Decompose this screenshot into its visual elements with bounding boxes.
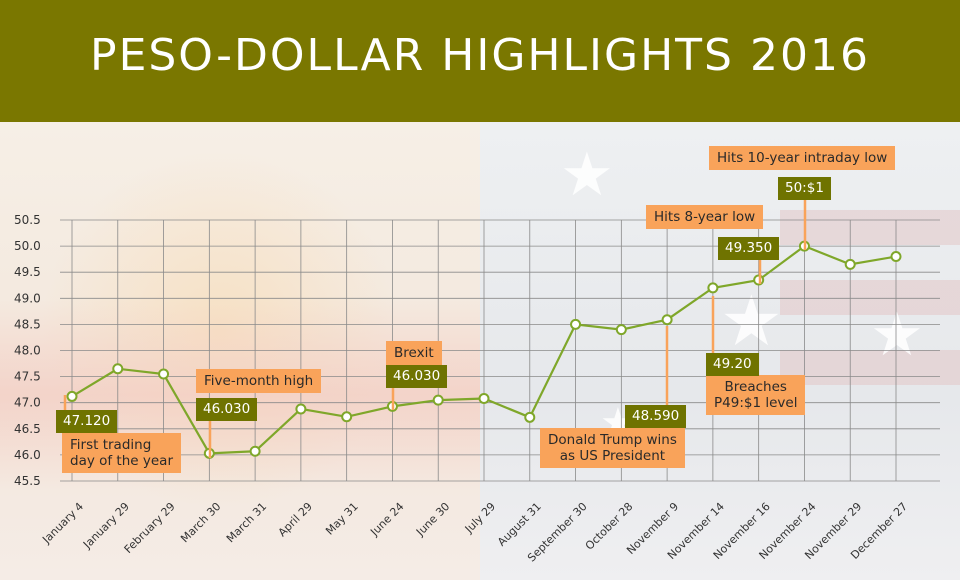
annotation-line: Hits 10-year intraday low	[717, 150, 888, 166]
annotation-label: Five-month high	[196, 369, 322, 393]
annotation-value: 48.590	[625, 405, 687, 428]
data-point	[570, 318, 582, 330]
y-tick-label: 46.5	[14, 422, 41, 436]
x-tick-label: March 31	[224, 500, 269, 545]
annotation-value: 49.20	[706, 353, 759, 376]
data-point	[890, 251, 902, 263]
y-tick-label: 46.0	[14, 448, 41, 462]
annotation-line: P49:$1 level	[714, 395, 798, 411]
y-tick-label: 50.0	[14, 239, 41, 253]
title-band: PESO-DOLLAR HIGHLIGHTS 2016	[0, 0, 960, 122]
data-point	[615, 324, 627, 336]
data-point	[249, 445, 261, 457]
background-flag-stripes	[780, 210, 960, 420]
annotation-line: Donald Trump wins	[548, 432, 677, 448]
x-tick-label: April 29	[276, 500, 315, 539]
x-tick-label: January 4	[39, 500, 86, 547]
x-tick-label: July 29	[462, 500, 498, 536]
background-us-flag	[480, 122, 960, 580]
x-tick-label: May 31	[323, 500, 361, 538]
x-tick-label: August 31	[495, 500, 544, 549]
star-icon: ★	[870, 300, 924, 370]
annotation-value: 49.350	[718, 237, 780, 260]
y-tick-label: 47.0	[14, 396, 41, 410]
annotation-line: Brexit	[394, 345, 434, 361]
y-tick-label: 49.5	[14, 265, 41, 279]
annotation-label: Donald Trump wins as US President	[540, 428, 685, 468]
page-title: PESO-DOLLAR HIGHLIGHTS 2016	[90, 30, 870, 81]
annotation-label: Hits 8-year low	[646, 205, 764, 229]
data-point	[432, 394, 444, 406]
star-icon: ★	[720, 280, 783, 362]
annotation-label: Brexit	[386, 341, 442, 365]
annotation-line: Breaches	[724, 379, 787, 395]
x-tick-label: June 30	[413, 500, 452, 539]
data-point	[478, 393, 490, 405]
y-tick-label: 49.0	[14, 291, 41, 305]
annotation-value: 46.030	[386, 365, 448, 388]
annotation-label: Hits 10-year intraday low	[709, 146, 896, 170]
annotation-label: First trading day of the year	[62, 433, 181, 473]
annotation-value: 50:$1	[778, 177, 831, 200]
y-tick-label: 45.5	[14, 474, 41, 488]
annotation-value: 47.120	[56, 410, 118, 433]
y-tick-label: 50.5	[14, 213, 41, 227]
star-icon: ★	[560, 140, 614, 210]
data-point	[661, 314, 673, 326]
y-tick-label: 48.5	[14, 317, 41, 331]
data-point	[341, 411, 353, 423]
annotation-line: day of the year	[70, 453, 173, 469]
annotation-line: First trading	[70, 437, 152, 453]
annotation-label: Breaches P49:$1 level	[706, 375, 806, 415]
data-point	[158, 368, 170, 380]
annotation-value: 46.030	[196, 398, 258, 421]
annotation-line: Five-month high	[204, 373, 314, 389]
data-point	[524, 411, 536, 423]
data-point	[707, 282, 719, 294]
annotation-line: as US President	[559, 448, 666, 464]
y-tick-label: 47.5	[14, 370, 41, 384]
x-tick-label: June 24	[367, 500, 406, 539]
x-tick-label: March 30	[178, 500, 223, 545]
data-point	[112, 363, 124, 375]
annotation-line: Hits 8-year low	[654, 209, 756, 225]
data-point	[844, 258, 856, 270]
data-point	[66, 390, 78, 402]
y-tick-label: 48.0	[14, 344, 41, 358]
data-point	[295, 403, 307, 415]
data-point	[753, 274, 765, 286]
